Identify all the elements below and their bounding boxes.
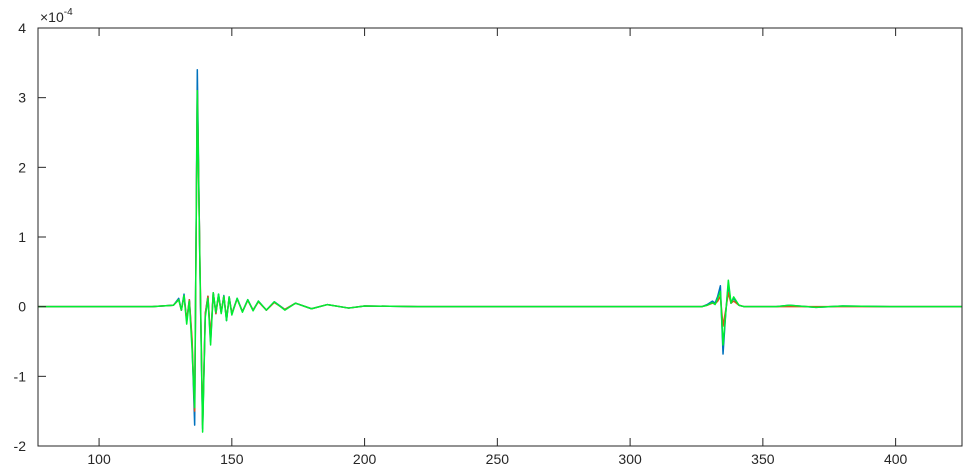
y-tick-label: 1	[18, 229, 26, 245]
series-layer	[38, 69, 962, 433]
x-tick-label: 150	[220, 451, 244, 467]
x-tick-label: 200	[353, 451, 377, 467]
y-tick-label: -2	[14, 438, 27, 454]
x-axis: 100 150 200 250 300 350 400	[87, 28, 908, 467]
y-tick-label: 4	[18, 20, 26, 36]
x-tick-label: 350	[751, 451, 775, 467]
y-tick-label: 3	[18, 90, 26, 106]
plot-area	[38, 28, 962, 446]
series-line-3	[38, 89, 962, 433]
x-tick-label: 250	[486, 451, 510, 467]
x-tick-label: 300	[618, 451, 642, 467]
x-tick-label: 400	[884, 451, 908, 467]
y-axis: -2 -1 0 1 2 3 4	[14, 20, 46, 454]
y-exponent-label: ×10-4	[40, 7, 73, 25]
x-tick-label: 100	[87, 451, 111, 467]
y-tick-label: 2	[18, 159, 26, 175]
y-exponent-power: -4	[64, 7, 73, 18]
y-tick-label: 0	[18, 299, 26, 315]
y-exponent-base: ×10	[40, 9, 64, 25]
y-tick-label: -1	[14, 368, 27, 384]
